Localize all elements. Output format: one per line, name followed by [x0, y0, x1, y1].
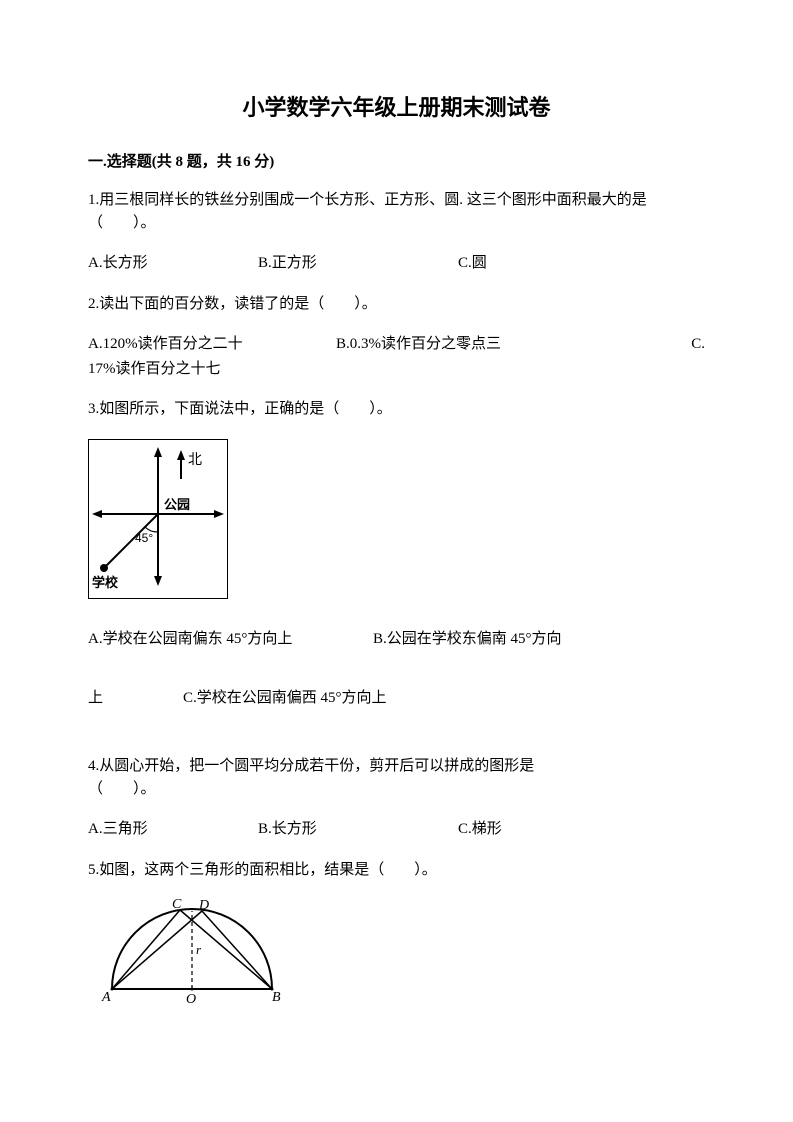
q1-text: 1.用三根同样长的铁丝分别围成一个长方形、正方形、圆. 这三个图形中面积最大的是…: [88, 189, 705, 234]
q1-options: A.长方形 B.正方形 C.圆: [88, 252, 705, 275]
page-title: 小学数学六年级上册期末测试卷: [88, 90, 705, 122]
semicircle-diagram-icon: A B O C D r: [92, 899, 292, 1009]
question-1: 1.用三根同样长的铁丝分别围成一个长方形、正方形、圆. 这三个图形中面积最大的是…: [88, 189, 705, 275]
svg-text:D: D: [198, 899, 209, 913]
svg-text:O: O: [186, 992, 196, 1007]
question-4: 4.从圆心开始，把一个圆平均分成若干份，剪开后可以拼成的图形是 （ ）。 A.三…: [88, 755, 705, 841]
q3-figure: 北 公园 45° 学校: [88, 439, 705, 607]
q3-option-b: B.公园在学校东偏南 45°方向: [373, 628, 705, 651]
q3-option-a: A.学校在公园南偏东 45°方向上: [88, 628, 373, 651]
section-header: 一.选择题(共 8 题，共 16 分): [88, 150, 705, 171]
q4-option-b: B.长方形: [258, 818, 458, 841]
north-label: 北: [188, 452, 202, 468]
q3-option-c: C.学校在公园南偏西 45°方向上: [183, 687, 705, 710]
q2-option-c-cont: 17%读作百分之十七: [88, 358, 705, 381]
svg-text:r: r: [196, 942, 202, 957]
compass-diagram-icon: 北 公园 45° 学校: [88, 439, 228, 599]
park-label: 公园: [164, 497, 190, 512]
q3-text: 3.如图所示，下面说法中，正确的是（ ）。: [88, 398, 705, 421]
q1-option-c: C.圆: [458, 252, 705, 275]
q2-option-c-prefix: C.: [616, 333, 705, 356]
question-3: 3.如图所示，下面说法中，正确的是（ ）。 北 公园: [88, 398, 705, 709]
school-label: 学校: [92, 575, 119, 590]
svg-text:C: C: [172, 899, 182, 912]
q4-text-line1: 4.从圆心开始，把一个圆平均分成若干份，剪开后可以拼成的图形是: [88, 755, 705, 778]
question-2: 2.读出下面的百分数，读错了的是（ ）。 A.120%读作百分之二十 B.0.3…: [88, 293, 705, 381]
q3-option-b-cont: 上: [88, 687, 183, 710]
question-5: 5.如图，这两个三角形的面积相比，结果是（ ）。 A B O C D: [88, 859, 705, 1017]
q2-option-b: B.0.3%读作百分之零点三: [336, 333, 616, 356]
q5-figure: A B O C D r: [88, 899, 705, 1017]
q5-text: 5.如图，这两个三角形的面积相比，结果是（ ）。: [88, 859, 705, 882]
q2-option-a: A.120%读作百分之二十: [88, 333, 336, 356]
q4-option-a: A.三角形: [88, 818, 258, 841]
angle-label: 45°: [135, 531, 153, 545]
q1-option-b: B.正方形: [258, 252, 458, 275]
q4-text-line2: （ ）。: [88, 778, 705, 801]
q3-options: A.学校在公园南偏东 45°方向上 B.公园在学校东偏南 45°方向 上 C.学…: [88, 628, 705, 709]
q4-option-c: C.梯形: [458, 818, 705, 841]
q2-options-line1: A.120%读作百分之二十 B.0.3%读作百分之零点三 C.: [88, 333, 705, 356]
q4-options: A.三角形 B.长方形 C.梯形: [88, 818, 705, 841]
q1-option-a: A.长方形: [88, 252, 258, 275]
q2-text: 2.读出下面的百分数，读错了的是（ ）。: [88, 293, 705, 316]
svg-text:A: A: [101, 990, 111, 1005]
svg-text:B: B: [272, 990, 281, 1005]
